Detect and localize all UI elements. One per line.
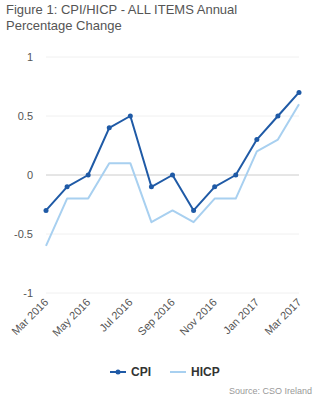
grid-line	[46, 116, 299, 117]
x-tick-label: Jan 2017	[221, 296, 261, 336]
grid-line	[46, 57, 299, 58]
x-tick-label: Sep 2016	[135, 296, 177, 338]
title-line: Percentage Change	[6, 18, 122, 33]
title: Figure 1: CPI/HICP - ALL ITEMS AnnualPer…	[6, 2, 237, 33]
legend-swatch	[170, 371, 186, 373]
grid-line	[46, 293, 299, 294]
series-marker	[191, 208, 196, 213]
legend-label: CPI	[131, 365, 151, 379]
chart: Figure 1: CPI/HICP - ALL ITEMS AnnualPer…	[0, 0, 320, 400]
x-tick-label: Mar 2017	[262, 296, 303, 337]
series-marker	[107, 125, 112, 130]
series-marker	[275, 114, 280, 119]
series-line	[46, 92, 299, 210]
series-marker	[233, 173, 238, 178]
title-line: Figure 1: CPI/HICP - ALL ITEMS Annual	[6, 2, 237, 17]
series-marker	[44, 208, 49, 213]
plot-area	[44, 90, 302, 246]
x-tick-label: Jul 2016	[97, 296, 135, 334]
series-line	[46, 104, 299, 246]
series-marker	[212, 184, 217, 189]
series-marker	[86, 173, 91, 178]
x-tick-label: Nov 2016	[177, 296, 219, 338]
legend-marker	[116, 370, 121, 375]
x-tick-label: May 2016	[50, 296, 93, 339]
series-marker	[128, 114, 133, 119]
y-tick-label: 0	[27, 169, 33, 181]
legend: CPI HICP	[110, 365, 220, 379]
series-marker	[297, 90, 302, 95]
series-marker	[65, 184, 70, 189]
y-tick-label: -1	[23, 287, 33, 299]
y-tick-label: 0.5	[18, 110, 33, 122]
series-marker	[254, 137, 259, 142]
legend-label: HICP	[191, 365, 220, 379]
x-tick-label: Mar 2016	[9, 296, 50, 337]
series-marker	[149, 184, 154, 189]
series-marker	[170, 173, 175, 178]
y-tick-label: 1	[27, 51, 33, 63]
grid-line	[46, 234, 299, 235]
y-tick-label: -0.5	[14, 228, 33, 240]
source: Source: CSO Ireland	[229, 386, 312, 396]
